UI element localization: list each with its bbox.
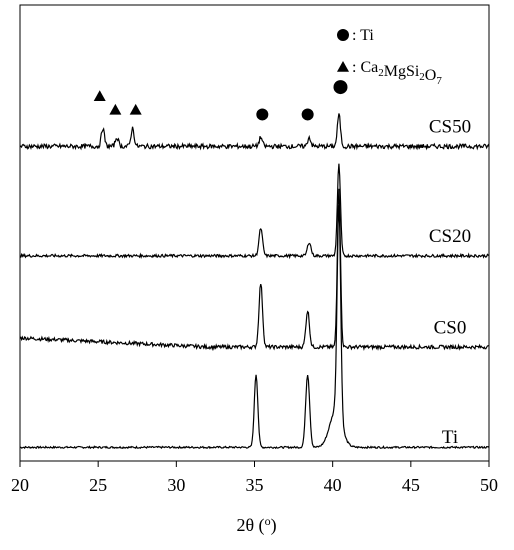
- ca2mgsi2o7-marker-triangle: [109, 103, 122, 115]
- series-label-cs0: CS0: [434, 317, 467, 338]
- label-layer: 20 25 30 35 40 45 50 2θ (o) Ti CS0 CS20 CS50 : Ti : C…: [11, 27, 498, 536]
- series-line-cs50: [19, 113, 490, 151]
- series-label-cs20: CS20: [429, 226, 471, 247]
- series-line-cs0: [19, 188, 490, 352]
- x-tick-label: 25: [89, 475, 107, 495]
- x-tick-label: 20: [11, 475, 29, 495]
- phase-marker-layer: [93, 80, 348, 121]
- legend-label-0: : Ti: [352, 27, 374, 44]
- ca2mgsi2o7-marker-triangle: [129, 103, 142, 115]
- plot-frame: [19, 4, 490, 467]
- legend-marker-circle: [337, 29, 349, 41]
- series-layer: [19, 113, 490, 450]
- ti-marker-circle: [256, 108, 269, 121]
- legend-label-1: : Ca2MgSi2O7: [352, 59, 442, 87]
- x-tick-label: 40: [324, 475, 342, 495]
- x-tick-label: 35: [246, 475, 264, 495]
- ti-marker-circle: [333, 80, 348, 95]
- x-tick-label: 50: [480, 475, 498, 495]
- x-axis-title: 2θ (o): [236, 514, 276, 536]
- legend-marker-triangle: [337, 61, 349, 72]
- series-line-cs20: [19, 163, 490, 260]
- ca2mgsi2o7-marker-triangle: [93, 90, 106, 101]
- x-tick-label: 45: [402, 475, 420, 495]
- series-line-ti: [19, 205, 490, 450]
- series-label-cs50: CS50: [429, 117, 471, 138]
- x-tick-label: 30: [167, 475, 185, 495]
- ti-marker-circle: [301, 108, 314, 121]
- series-label-ti: Ti: [442, 427, 458, 448]
